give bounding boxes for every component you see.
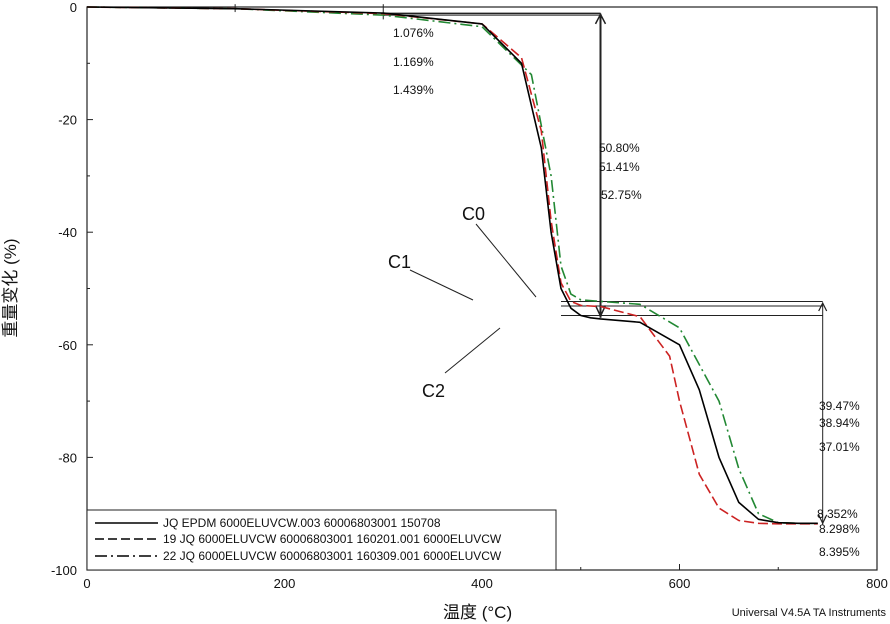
step1-label-black: 1.076% bbox=[393, 26, 434, 40]
series-lines bbox=[86, 6, 818, 525]
footer-text: Universal V4.5A TA Instruments bbox=[732, 607, 887, 619]
step2-label-black: 50.80% bbox=[599, 141, 640, 155]
legend-label-green: 22 JQ 6000ELUVCW 60006803001 160309.001 … bbox=[163, 549, 502, 563]
y-tick-label: -40 bbox=[58, 225, 77, 240]
step2-arrow-head-bottom bbox=[594, 305, 607, 318]
step1-label-green: 1.439% bbox=[393, 83, 434, 97]
y-tick-label: -60 bbox=[58, 338, 77, 353]
y-axis-title: 重量变化 (%) bbox=[1, 238, 20, 337]
measurement-lines bbox=[234, 4, 828, 525]
step2-label-green: 52.75% bbox=[601, 188, 642, 202]
x-tick-label: 600 bbox=[669, 576, 691, 591]
step2-arrow-head-top bbox=[594, 12, 607, 25]
c0-leader bbox=[475, 223, 537, 298]
plot-frame bbox=[86, 6, 878, 571]
step3-label-black: 39.47% bbox=[819, 399, 860, 413]
c1-label: C1 bbox=[388, 252, 411, 272]
step3-label-red: 38.94% bbox=[819, 416, 860, 430]
axis-ticks: 0 200 400 600 800 0 -20 -40 -60 -80 -100 bbox=[51, 0, 888, 591]
x-tick-label: 400 bbox=[471, 576, 493, 591]
step3-arrow-head-top bbox=[818, 301, 828, 312]
legend-label-red: 19 JQ 6000ELUVCW 60006803001 160201.001 … bbox=[163, 532, 502, 546]
x-tick-label: 200 bbox=[274, 576, 296, 591]
y-tick-label: 0 bbox=[70, 0, 77, 15]
y-tick-label: -80 bbox=[58, 450, 77, 465]
y-tick-label: -100 bbox=[51, 563, 77, 578]
x-axis-title: 温度 (°C) bbox=[443, 603, 512, 622]
series-line-2 bbox=[86, 6, 818, 525]
legend-box bbox=[86, 509, 557, 571]
residue-label-green: 8.395% bbox=[819, 545, 860, 559]
step3-arrow-head-bottom bbox=[818, 514, 828, 525]
y-tick-label: -20 bbox=[58, 113, 77, 128]
x-tick-label: 0 bbox=[83, 576, 90, 591]
step1-label-red: 1.169% bbox=[393, 55, 434, 69]
step2-label-red: 51.41% bbox=[599, 160, 640, 174]
series-line-0 bbox=[86, 6, 818, 525]
step3-label-green: 37.01% bbox=[819, 440, 860, 454]
x-tick-label: 800 bbox=[866, 576, 888, 591]
series-line-1 bbox=[86, 6, 818, 525]
residue-label-black: 8.352% bbox=[817, 507, 858, 521]
c2-label: C2 bbox=[422, 381, 445, 401]
c0-label: C0 bbox=[462, 204, 485, 224]
legend-label-black: JQ EPDM 6000ELUVCW.003 60006803001 15070… bbox=[163, 516, 441, 530]
residue-label-red: 8.298% bbox=[819, 522, 860, 536]
c1-leader bbox=[409, 269, 474, 301]
legend: JQ EPDM 6000ELUVCW.003 60006803001 15070… bbox=[86, 509, 557, 571]
c2-leader bbox=[444, 327, 501, 374]
